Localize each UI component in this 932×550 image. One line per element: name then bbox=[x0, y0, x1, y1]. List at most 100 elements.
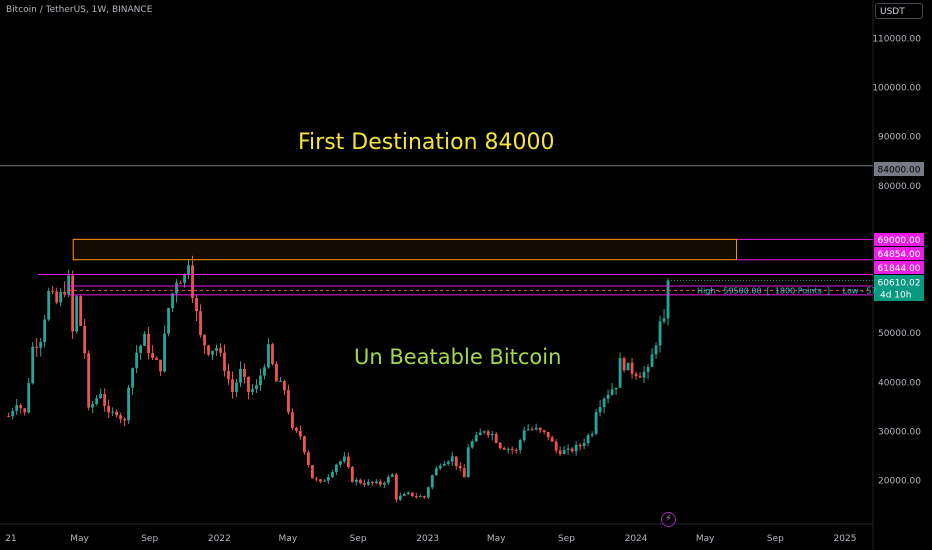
candle-body bbox=[414, 496, 418, 498]
price-axis[interactable]: 110000.00 100000.00 90000.00 80000.00 50000.… bbox=[872, 35, 921, 487]
candle-body bbox=[638, 376, 642, 378]
candle-body bbox=[79, 296, 83, 326]
candle-body bbox=[458, 466, 462, 469]
x-tick-label: 2022 bbox=[208, 534, 231, 544]
candle-body bbox=[322, 480, 326, 482]
candle-body bbox=[438, 465, 442, 469]
x-tick-label: 2023 bbox=[416, 534, 439, 544]
candle-body bbox=[590, 433, 594, 436]
lightning-icon[interactable]: ⚡ bbox=[661, 512, 676, 527]
candle-body bbox=[658, 321, 662, 346]
label-zone-bottom-box bbox=[874, 247, 924, 260]
y-tick-label: 40000.00 bbox=[878, 378, 921, 388]
slogan-annotation: Un Beatable Bitcoin bbox=[354, 345, 562, 369]
label-zone-bottom: 64854.00 bbox=[878, 250, 921, 260]
candle-body bbox=[318, 479, 322, 482]
candle-body bbox=[462, 468, 466, 478]
x-tick-label: 21 bbox=[5, 534, 16, 544]
currency-button[interactable]: USDT bbox=[875, 3, 923, 19]
x-tick-label: Sep bbox=[767, 534, 784, 544]
candle-body bbox=[566, 448, 570, 450]
candle-body bbox=[119, 415, 123, 419]
candle-body bbox=[107, 405, 111, 413]
candle-body bbox=[342, 456, 346, 462]
candle-body bbox=[211, 350, 214, 355]
symbol-title: Bitcoin / TetherUS, 1W, BINANCE bbox=[6, 5, 153, 15]
candle-body bbox=[71, 275, 75, 332]
price-labels-layer: 84000.00 69000.00 64854.00 61844.00 6061… bbox=[874, 162, 924, 301]
candle-body bbox=[131, 368, 134, 388]
x-tick-label: Sep bbox=[558, 534, 575, 544]
candle-body bbox=[215, 348, 218, 351]
candle-body bbox=[315, 478, 318, 480]
candle-body bbox=[518, 439, 522, 450]
label-84000-box bbox=[874, 162, 924, 176]
candle-body bbox=[650, 354, 654, 367]
candle-body bbox=[430, 475, 434, 488]
candle-body bbox=[311, 465, 314, 479]
y-tick-label: 100000.00 bbox=[872, 84, 921, 94]
candle-body bbox=[470, 441, 474, 448]
candle-body bbox=[103, 394, 107, 406]
candle-body bbox=[183, 274, 186, 283]
label-zone-top-box bbox=[874, 233, 924, 246]
candle-body bbox=[486, 431, 490, 436]
candle-body bbox=[614, 387, 618, 390]
candle-body bbox=[570, 448, 574, 452]
candle-body bbox=[418, 495, 422, 497]
candle-body bbox=[303, 436, 306, 453]
candle-body bbox=[151, 353, 154, 358]
levels-layer bbox=[0, 165, 873, 296]
candle-body bbox=[123, 418, 126, 421]
resistance-zone[interactable] bbox=[72, 238, 738, 261]
candle-body bbox=[586, 435, 590, 443]
candle-body bbox=[662, 318, 666, 322]
candle-body bbox=[490, 434, 494, 436]
candles-layer bbox=[7, 255, 670, 503]
candle-body bbox=[67, 275, 71, 295]
candle-body bbox=[15, 405, 19, 411]
candle-body bbox=[334, 464, 338, 473]
candle-body bbox=[167, 308, 170, 334]
candle-body bbox=[426, 487, 430, 498]
candle-body bbox=[27, 383, 31, 413]
candle-body bbox=[55, 291, 59, 303]
candle-body bbox=[163, 333, 166, 372]
candle-body bbox=[466, 447, 470, 478]
candle-body bbox=[159, 359, 162, 372]
time-axis[interactable]: 21 May Sep 2022 May Sep 2023 May Sep 2024 May Sep 20… bbox=[5, 534, 856, 544]
candle-body bbox=[454, 456, 458, 467]
candle-body bbox=[187, 265, 190, 275]
candle-body bbox=[231, 379, 234, 392]
candle-body bbox=[223, 352, 226, 372]
candle-body bbox=[330, 472, 334, 478]
candle-body bbox=[558, 450, 562, 454]
candle-body bbox=[51, 290, 55, 292]
zone-layer bbox=[72, 238, 738, 261]
candle-body bbox=[402, 494, 406, 496]
candle-body bbox=[23, 408, 27, 413]
candle-body bbox=[634, 373, 638, 377]
candle-body bbox=[35, 346, 39, 348]
candle-body bbox=[31, 346, 35, 384]
candle-body bbox=[63, 291, 67, 295]
candle-body bbox=[362, 483, 366, 485]
candle-body bbox=[87, 353, 91, 408]
label-61844: 61844.00 bbox=[878, 264, 921, 274]
candle-body bbox=[275, 363, 278, 382]
x-tick-label: Sep bbox=[141, 534, 158, 544]
candle-body bbox=[542, 430, 546, 432]
label-countdown: 4d 10h bbox=[880, 291, 911, 301]
candle-body bbox=[654, 345, 658, 355]
candle-body bbox=[127, 387, 130, 421]
candle-body bbox=[366, 481, 370, 485]
candle-body bbox=[350, 467, 354, 483]
candle-body bbox=[171, 293, 174, 309]
candle-body bbox=[422, 495, 426, 498]
candle-body bbox=[259, 375, 262, 386]
candle-body bbox=[598, 407, 602, 413]
candle-body bbox=[446, 461, 450, 464]
candle-body bbox=[370, 481, 374, 484]
candle-body bbox=[139, 345, 142, 353]
